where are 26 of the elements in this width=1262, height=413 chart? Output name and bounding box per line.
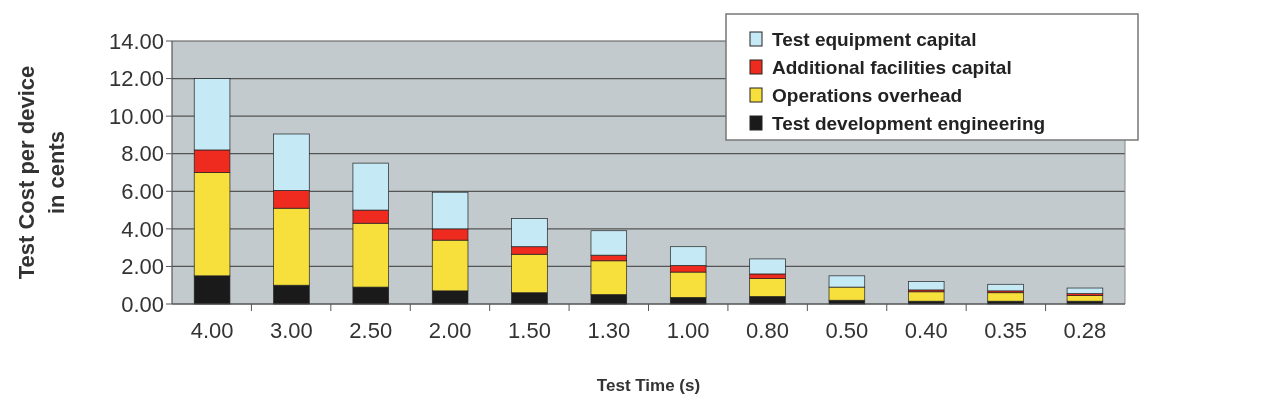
y-tick-label: 2.00 [121, 254, 164, 280]
x-tick-label: 2.00 [428, 318, 472, 343]
x-tick-label: 0.50 [825, 318, 869, 343]
x-tick-label: 3.00 [270, 318, 313, 343]
x-tick-label: 0.80 [746, 318, 789, 343]
y-axis-title: Test Cost per device in cents [14, 65, 69, 280]
legend-label: Additional facilities capital [772, 56, 1012, 78]
x-tick-label: 0.40 [904, 318, 948, 343]
x-axis-title: Test Time (s) [596, 376, 701, 395]
x-tick-label: 0.28 [1063, 318, 1107, 343]
x-tick-label: 1.30 [587, 318, 631, 343]
x-tick-label: 1.50 [508, 318, 551, 343]
y-tick-label: 10.00 [108, 103, 164, 129]
y-tick-label: 6.00 [121, 178, 164, 204]
y-tick-label: 4.00 [121, 216, 164, 242]
y-tick-label: 14.00 [108, 28, 164, 54]
legend-label: Operations overhead [772, 84, 963, 106]
x-tick-label: 2.50 [349, 318, 393, 343]
y-tick-label: 12.00 [108, 66, 164, 92]
y-tick-label: 8.00 [121, 141, 164, 167]
x-tick-label: 0.35 [984, 318, 1027, 343]
x-tick-label: 1.00 [666, 318, 710, 343]
legend-label: Test equipment capital [772, 28, 977, 50]
legend-label: Test development engineering [772, 112, 1046, 134]
x-tick-label: 4.00 [190, 318, 234, 343]
y-tick-label: 0.00 [121, 291, 164, 317]
